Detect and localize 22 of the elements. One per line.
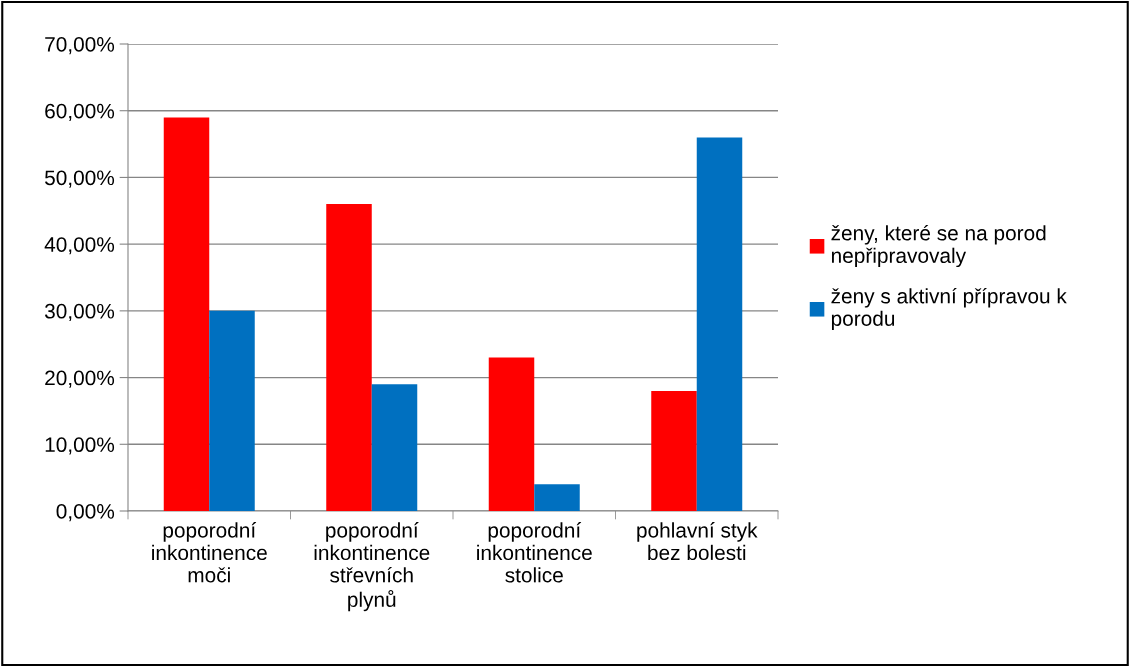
y-tick-label: 10,00%: [45, 437, 115, 455]
x-tick-label: poporodní inkontinence střevních plynů: [314, 522, 430, 612]
bar: [534, 484, 580, 511]
legend-label: ženy s aktivní přípravou k porodu: [831, 287, 1067, 331]
y-tick-label: 50,00%: [44, 170, 115, 188]
y-tick-label: 30,00%: [44, 303, 115, 322]
y-tick-label: 40,00%: [44, 237, 115, 255]
x-tick-label: pohlavní styk bez bolesti: [637, 522, 758, 561]
x-tick-label: poporodní inkontinence moči: [152, 522, 267, 583]
bar: [651, 390, 697, 511]
bar: [696, 137, 743, 511]
bar: [326, 204, 372, 511]
bar: [488, 357, 535, 511]
y-tick-label: 20,00%: [45, 370, 115, 388]
y-tick-label: 60,00%: [45, 103, 115, 121]
y-tick-label: 0,00%: [56, 504, 115, 522]
bar: [371, 384, 418, 511]
bar: [209, 310, 255, 511]
y-tick-label: 70,00%: [45, 37, 115, 55]
x-tick-label: poporodní inkontinence stolice: [477, 522, 592, 583]
legend-label: ženy, které se na porod nepřipravovaly: [831, 224, 1046, 268]
bar: [163, 117, 210, 511]
